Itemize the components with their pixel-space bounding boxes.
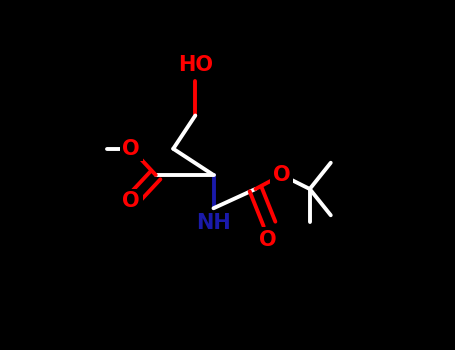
Text: O: O <box>273 165 291 185</box>
Text: NH: NH <box>196 213 231 233</box>
Text: O: O <box>122 191 140 211</box>
Text: O: O <box>259 230 277 250</box>
Text: HO: HO <box>178 55 213 75</box>
Text: O: O <box>122 139 140 159</box>
